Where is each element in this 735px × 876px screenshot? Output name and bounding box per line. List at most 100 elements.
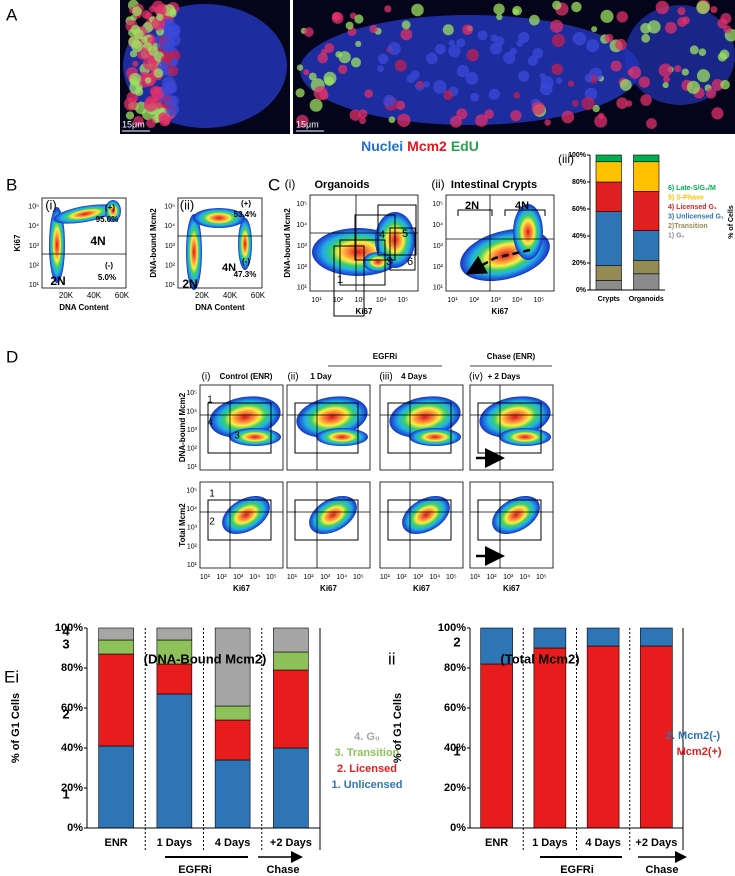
legend-entry: 4) Licensed G₁ <box>668 204 717 211</box>
cell <box>435 43 446 55</box>
axis-label: DNA-bound Mcm2 <box>283 208 292 278</box>
bar-segment <box>480 627 513 665</box>
gate-label: 2 <box>209 517 215 528</box>
x-tick-label: 10² <box>469 297 480 304</box>
annotation: 4N <box>90 234 105 248</box>
y-tick-label: 10⁴ <box>296 222 307 229</box>
panel-label: D <box>6 347 18 366</box>
gate <box>294 402 359 454</box>
stain-name: Nuclei <box>361 138 403 154</box>
y-tick-label: 10³ <box>187 525 198 532</box>
cell <box>433 80 447 94</box>
plot-frame <box>469 481 554 569</box>
cell <box>466 48 479 62</box>
x-tick-label: 1 Days <box>532 837 567 849</box>
legend-entry: 1. Unlicensed <box>332 779 403 791</box>
bar-segment <box>156 639 193 665</box>
cell <box>711 107 724 120</box>
cell <box>161 83 174 97</box>
bar-segment <box>586 645 620 829</box>
density <box>296 396 368 438</box>
cell <box>475 114 488 127</box>
density <box>513 204 543 260</box>
y-tick-label: 10⁵ <box>186 390 197 397</box>
gate-label: 3 <box>234 431 240 442</box>
bar-segment <box>156 693 193 829</box>
cell <box>410 70 420 80</box>
gate <box>207 499 272 541</box>
x-tick-label: 10¹ <box>311 297 322 304</box>
cell <box>572 99 579 107</box>
cell <box>510 110 522 122</box>
bar-segment <box>273 627 309 653</box>
x-tick-label: 10⁴ <box>336 574 347 581</box>
cell <box>448 39 455 47</box>
column-tag: (iv) <box>469 372 483 383</box>
plot-tag: (i) <box>285 177 296 191</box>
cell <box>720 13 732 24</box>
segment-label: 2 <box>453 634 460 649</box>
cell <box>456 64 470 78</box>
axis-label: Ki67 <box>13 234 22 251</box>
x-tick-label: 1 Days <box>157 837 192 849</box>
gate-label: 3 <box>386 256 392 268</box>
gate <box>207 402 272 454</box>
scale-bar-label: 15μm <box>296 119 319 129</box>
cell <box>377 53 389 65</box>
cell <box>488 88 500 100</box>
cell <box>125 111 135 120</box>
cell <box>154 4 167 17</box>
cell <box>720 79 730 90</box>
cell <box>377 65 385 72</box>
density <box>222 496 270 534</box>
cell <box>338 51 351 64</box>
cell <box>513 92 521 99</box>
axis-label: Ki67 <box>503 584 520 593</box>
cell <box>160 38 175 53</box>
annotation: 2N <box>182 277 197 291</box>
bar-segment <box>98 653 134 747</box>
cell <box>456 108 468 120</box>
cell <box>663 75 671 83</box>
y-tick-label: 10¹ <box>297 285 308 292</box>
y-tick-label: 40% <box>444 742 466 754</box>
y-tick-label: 60% <box>444 702 466 714</box>
cell <box>551 63 563 75</box>
axis-label: DNA Content <box>59 303 109 312</box>
annotation: 53.4% <box>234 210 257 219</box>
cell <box>638 76 651 88</box>
cell <box>423 81 430 88</box>
cell <box>143 97 158 112</box>
column-title: Control (ENR) <box>220 372 273 381</box>
x-tick-label: 10¹ <box>287 574 298 581</box>
cell <box>567 80 575 87</box>
cell <box>646 118 657 130</box>
cell <box>600 9 614 23</box>
cell <box>544 119 551 126</box>
gate <box>339 239 386 286</box>
panel-label: Ei <box>4 667 19 686</box>
cell <box>448 45 461 58</box>
y-tick-label: 10¹ <box>433 285 444 292</box>
x-tick-label: 10³ <box>320 574 331 581</box>
y-tick-label: 100% <box>55 622 83 634</box>
plot-title: Organoids <box>314 179 369 191</box>
cell <box>169 9 177 18</box>
plot-frame <box>199 384 284 471</box>
cell <box>696 69 710 83</box>
group-label: EGFRi <box>560 864 594 876</box>
legend-entry: 1. Mcm2(+) <box>664 746 721 758</box>
density <box>105 200 121 222</box>
cell <box>717 52 727 62</box>
cell <box>140 36 148 44</box>
bar-segment <box>98 627 134 641</box>
group-label: EGFRi <box>373 352 397 361</box>
y-tick-label: 10³ <box>297 243 308 250</box>
bar-segment <box>214 759 251 829</box>
y-tick-label: 0% <box>576 287 587 294</box>
y-tick-label: 10⁵ <box>28 204 39 211</box>
cell <box>383 94 396 108</box>
column-title: 4 Days <box>401 372 427 381</box>
bar-segment <box>273 669 309 749</box>
cell <box>619 79 632 91</box>
